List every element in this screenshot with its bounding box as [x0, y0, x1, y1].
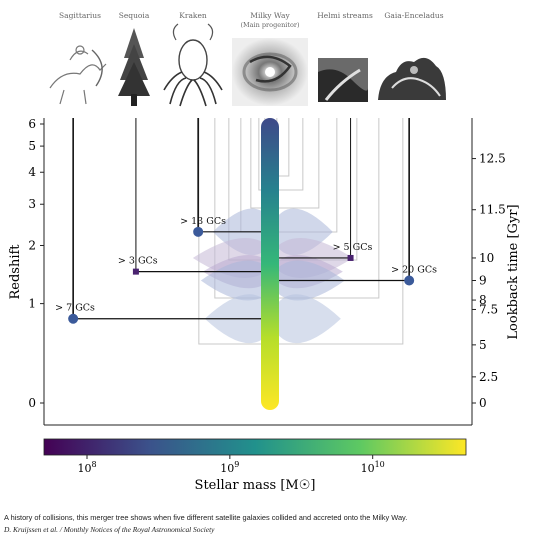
- illustration-labels: Sagittarius Sequoia Kraken Milky Way (Ma…: [59, 11, 444, 29]
- colorbar-tick-label: 109: [220, 460, 239, 475]
- figure-credit: D. Kruijssen et al. / Monthly Notices of…: [4, 525, 215, 534]
- gc-label: > 20 GCs: [391, 264, 437, 275]
- label-helmi-streams: Helmi streams: [317, 11, 373, 20]
- right-axis-label: Lookback time [Gyr]: [506, 204, 521, 339]
- merger-tree-chart: Sagittarius Sequoia Kraken Milky Way (Ma…: [8, 11, 521, 493]
- colorbar-tick-label: 108: [77, 460, 96, 475]
- colorbar-label: Stellar mass [M☉]: [195, 478, 316, 493]
- merger-point: [193, 226, 204, 237]
- label-sagittarius: Sagittarius: [59, 11, 101, 20]
- right-tick-label: 12.5: [479, 152, 506, 166]
- colorbar-ticks: 108 109 1010: [77, 455, 385, 475]
- branch-helmi-streams: > 5 GCs: [272, 118, 373, 261]
- right-tick-label: 10: [479, 251, 494, 265]
- progenitor-branches: > 7 GCs > 3 GCs > 13 GCs > 5 GCs > 20 GCs: [55, 118, 437, 324]
- right-tick-label: 11.5: [479, 203, 506, 217]
- merger-point: [68, 313, 79, 324]
- left-tick-label: 4: [28, 165, 36, 179]
- sequoia-illustration: [118, 28, 150, 106]
- helmi-streams-illustration: [318, 58, 368, 102]
- left-tick-label: 1: [28, 297, 36, 311]
- milky-way-main-branch: [261, 118, 279, 410]
- label-main-progenitor: (Main progenitor): [240, 21, 299, 29]
- right-tick-label: 5: [479, 338, 487, 352]
- branch-kraken: > 13 GCs: [180, 118, 273, 237]
- progenitor-illustrations: [49, 23, 446, 107]
- right-tick-label: 8: [479, 293, 487, 307]
- merger-point: [132, 268, 139, 275]
- label-sequoia: Sequoia: [119, 11, 150, 20]
- left-tick-label: 5: [28, 139, 36, 153]
- left-axis-label: Redshift: [8, 244, 23, 300]
- history-outline: [258, 118, 304, 191]
- right-tick-label: 2.5: [479, 370, 498, 384]
- history-outline: [250, 118, 320, 209]
- merger-point: [347, 254, 354, 261]
- plot-frame: [43, 118, 473, 426]
- gaia-enceladus-illustration: [378, 57, 446, 100]
- gc-label: > 5 GCs: [333, 242, 373, 253]
- right-tick-label: 7.5: [479, 302, 498, 316]
- kraken-illustration: [163, 23, 223, 107]
- left-axis-ticks: 0 1 2 3 4 5 6: [28, 117, 44, 410]
- sagittarius-illustration: [49, 45, 107, 105]
- label-milky-way: Milky Way: [250, 11, 290, 20]
- merger-point: [404, 275, 415, 286]
- left-tick-label: 6: [28, 117, 36, 131]
- label-kraken: Kraken: [179, 11, 207, 20]
- milky-way-illustration: [232, 38, 308, 106]
- colorbar: [43, 438, 467, 456]
- branch-sagittarius: > 7 GCs: [55, 118, 273, 324]
- colorbar-tick-label: 1010: [361, 460, 385, 475]
- gc-label: > 13 GCs: [180, 216, 226, 227]
- right-tick-label: 0: [479, 396, 487, 410]
- gc-label: > 3 GCs: [118, 256, 158, 267]
- figure-caption: A history of collisions, this merger tre…: [4, 513, 408, 522]
- gc-label: > 7 GCs: [55, 303, 95, 314]
- branch-gaia-enceladus: > 20 GCs: [272, 118, 437, 286]
- right-axis-ticks: 0 2.5 5 7.58 9 10 11.5 12.5: [472, 152, 506, 410]
- left-tick-label: 0: [28, 396, 36, 410]
- left-tick-label: 2: [28, 238, 36, 252]
- left-tick-label: 3: [28, 197, 36, 211]
- right-tick-label: 9: [479, 273, 487, 287]
- branch-sequoia: > 3 GCs: [118, 118, 273, 275]
- label-gaia-enceladus: Gaia-Enceladus: [384, 11, 443, 20]
